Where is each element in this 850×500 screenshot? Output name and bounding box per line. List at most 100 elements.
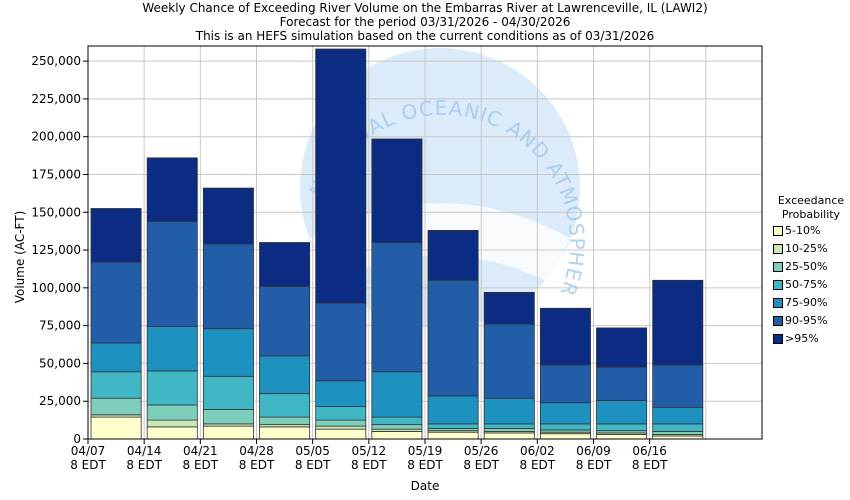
chart-title: Weekly Chance of Exceeding River Volume … bbox=[142, 1, 708, 15]
legend-label: 50-75% bbox=[785, 278, 828, 291]
y-tick-labels: 0 25,000 50,000 75,000 100,000 125,000 150,000… bbox=[31, 54, 88, 446]
y-tick-label: 200,000 bbox=[31, 130, 81, 144]
bar-segment-10-25% bbox=[315, 302, 367, 382]
x-tick-label-time: 8 EDT bbox=[70, 458, 106, 472]
legend-label: 10-25% bbox=[785, 242, 828, 255]
y-tick-label: 250,000 bbox=[31, 54, 81, 68]
legend-item: 90-95% bbox=[772, 312, 850, 330]
bar-segment-75-90% bbox=[371, 424, 423, 430]
bar-segment-25-50% bbox=[371, 371, 423, 418]
bar-week-5 bbox=[315, 48, 367, 440]
y-axis-label: Volume (AC-FT) bbox=[13, 210, 27, 304]
bar-segment-50-75% bbox=[596, 423, 648, 432]
bar-segment-25-50% bbox=[596, 400, 648, 425]
bar-segment->95% bbox=[259, 426, 311, 440]
x-tick-label-time: 8 EDT bbox=[520, 458, 556, 472]
x-tick-label-time: 8 EDT bbox=[632, 458, 668, 472]
bar-segment->95% bbox=[539, 433, 591, 440]
x-tick-label-date: 04/07 bbox=[71, 444, 106, 458]
legend-item: 25-50% bbox=[772, 258, 850, 276]
bar-segment-10-25% bbox=[539, 364, 591, 404]
bar-segment-10-25% bbox=[259, 285, 311, 357]
bar-segment-90-95% bbox=[315, 425, 367, 430]
legend-swatch bbox=[773, 226, 783, 236]
bar-segment-5-10% bbox=[483, 291, 535, 325]
legend-swatch bbox=[773, 280, 783, 290]
x-tick-label-time: 8 EDT bbox=[126, 458, 162, 472]
bars bbox=[90, 48, 704, 440]
bar-week-7 bbox=[427, 230, 479, 440]
bar-segment-25-50% bbox=[315, 380, 367, 407]
x-tick-label-date: 06/16 bbox=[632, 444, 667, 458]
bar-segment->95% bbox=[202, 425, 254, 440]
legend-swatch bbox=[773, 244, 783, 254]
bar-segment-25-50% bbox=[483, 397, 535, 425]
legend-title-line2: Probability bbox=[781, 208, 841, 221]
bar-segment-25-50% bbox=[539, 402, 591, 425]
bar-week-11 bbox=[652, 279, 704, 440]
y-tick-label: 225,000 bbox=[31, 92, 81, 106]
bar-segment-5-10% bbox=[90, 208, 142, 263]
bar-segment-50-75% bbox=[483, 423, 535, 429]
x-tick-label-date: 06/02 bbox=[520, 444, 555, 458]
bar-segment-75-90% bbox=[483, 428, 535, 432]
x-tick-label-time: 8 EDT bbox=[351, 458, 387, 472]
bar-segment->95% bbox=[90, 416, 142, 440]
bar-segment-25-50% bbox=[259, 355, 311, 395]
legend-label: 5-10% bbox=[785, 224, 821, 237]
bar-segment-25-50% bbox=[652, 406, 704, 425]
legend-swatch bbox=[773, 334, 783, 344]
bar-segment-10-25% bbox=[427, 279, 479, 397]
bar-segment-5-10% bbox=[652, 279, 704, 366]
x-tick-label-time: 8 EDT bbox=[463, 458, 499, 472]
bar-segment->95% bbox=[483, 432, 535, 440]
bar-segment-25-50% bbox=[90, 342, 142, 373]
x-tick-label-time: 8 EDT bbox=[239, 458, 275, 472]
bar-segment-5-10% bbox=[259, 242, 311, 287]
x-tick-label-date: 04/28 bbox=[239, 444, 274, 458]
x-tick-label-date: 05/26 bbox=[464, 444, 499, 458]
legend-item: >95% bbox=[772, 330, 850, 348]
x-tick-label-date: 05/12 bbox=[352, 444, 387, 458]
x-tick-label-date: 04/21 bbox=[183, 444, 218, 458]
bar-segment-75-90% bbox=[90, 397, 142, 416]
bar-week-4 bbox=[259, 242, 311, 440]
x-tick-label-time: 8 EDT bbox=[576, 458, 612, 472]
x-tick-label-time: 8 EDT bbox=[407, 458, 443, 472]
bar-segment-50-75% bbox=[90, 371, 142, 399]
bar-segment-5-10% bbox=[202, 187, 254, 245]
bar-segment-10-25% bbox=[596, 366, 648, 401]
bar-segment-50-75% bbox=[202, 375, 254, 410]
bar-segment->95% bbox=[315, 428, 367, 440]
bar-segment->95% bbox=[371, 431, 423, 440]
chart-subtitle-period: Forecast for the period 03/31/2026 - 04/… bbox=[279, 15, 571, 29]
bar-segment-75-90% bbox=[652, 431, 704, 435]
x-tick-label-date: 06/09 bbox=[576, 444, 611, 458]
chart-subtitle-conditions: This is an HEFS simulation based on the … bbox=[195, 29, 655, 43]
bar-segment-50-75% bbox=[315, 406, 367, 421]
legend-swatch bbox=[773, 298, 783, 308]
legend-item: 50-75% bbox=[772, 276, 850, 294]
legend-title-line1: Exceedance bbox=[777, 194, 845, 207]
legend-label: 25-50% bbox=[785, 260, 828, 273]
bar-segment-5-10% bbox=[427, 230, 479, 281]
bar-week-1 bbox=[90, 208, 142, 440]
legend-label: 75-90% bbox=[785, 296, 828, 309]
y-tick-label: 150,000 bbox=[31, 205, 81, 219]
bar-segment-50-75% bbox=[259, 393, 311, 418]
bar-segment-50-75% bbox=[146, 370, 198, 406]
bar-segment-90-95% bbox=[146, 419, 198, 428]
bar-segment->95% bbox=[596, 434, 648, 440]
x-axis-label: Date bbox=[410, 479, 440, 493]
bar-segment-75-90% bbox=[259, 416, 311, 426]
bar-segment-75-90% bbox=[315, 419, 367, 427]
bar-week-8 bbox=[483, 291, 535, 440]
bar-week-9 bbox=[539, 307, 591, 440]
bar-segment-5-10% bbox=[596, 327, 648, 368]
y-tick-label: 0 bbox=[73, 432, 81, 446]
bar-segment-25-50% bbox=[146, 325, 198, 372]
legend-item: 5-10% bbox=[772, 222, 850, 240]
legend-item: 75-90% bbox=[772, 294, 850, 312]
